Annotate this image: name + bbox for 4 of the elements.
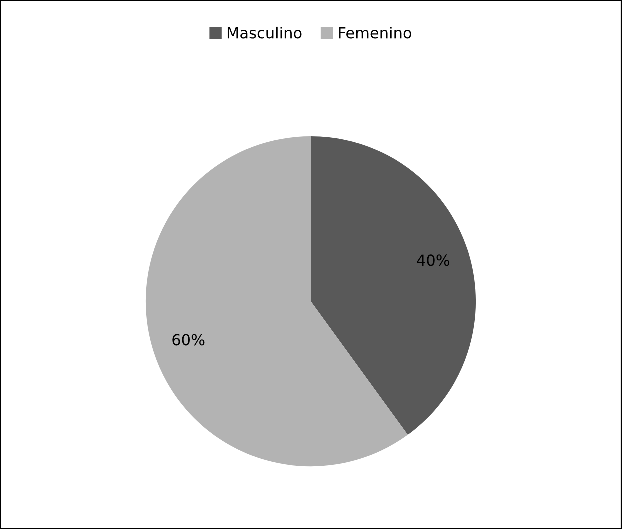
data-label: 40% (417, 254, 450, 266)
legend-label: Masculino (228, 26, 302, 39)
legend-label: Femenino (339, 26, 412, 39)
data-label: 60% (172, 334, 205, 346)
